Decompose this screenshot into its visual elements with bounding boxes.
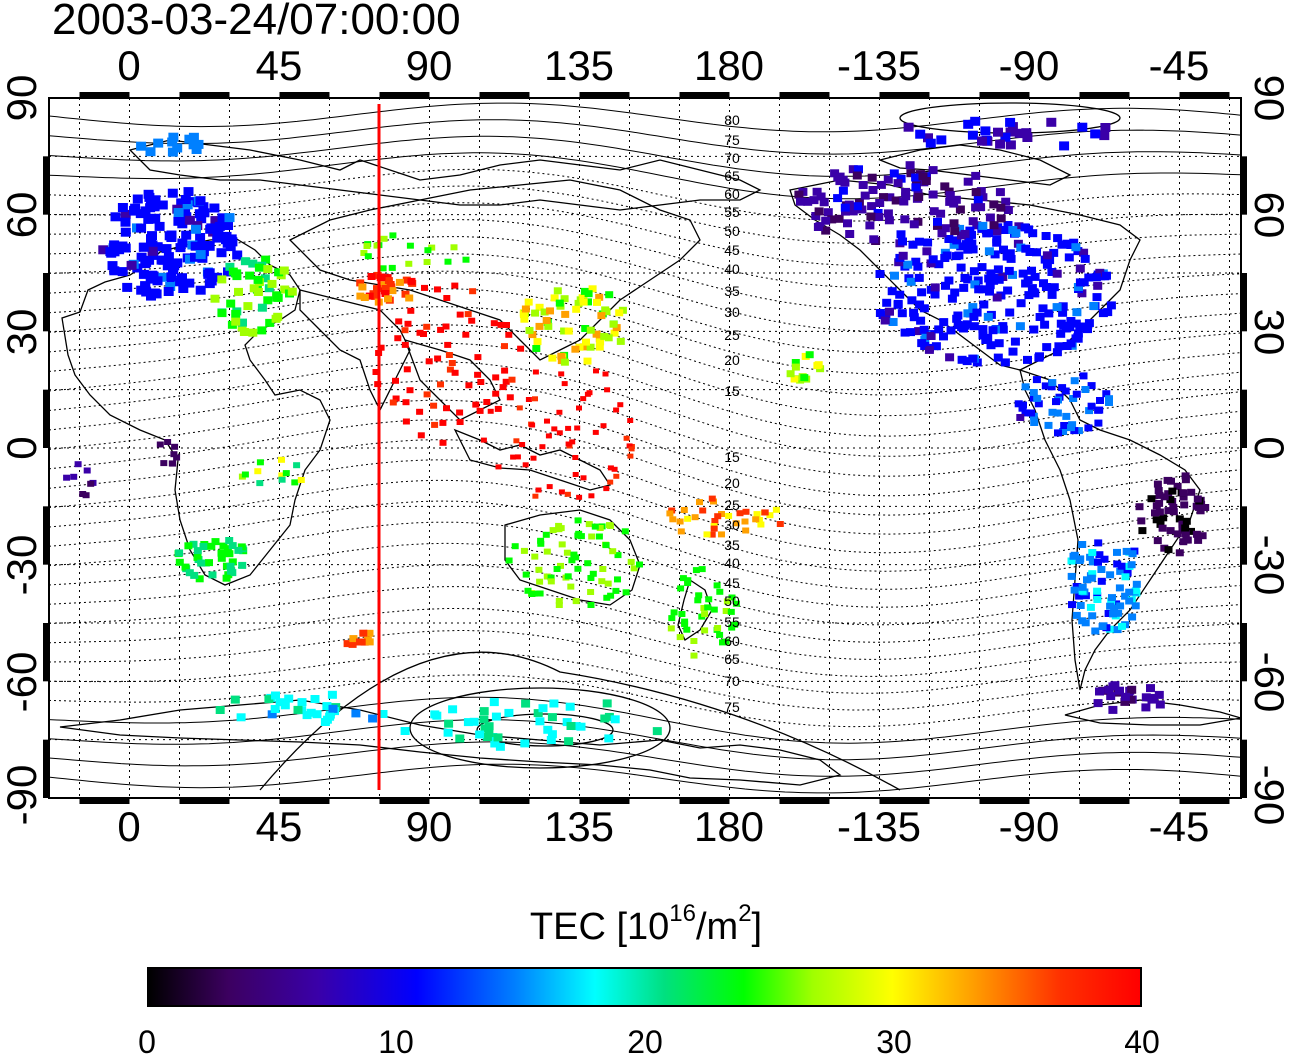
colorbar-tick: 20 [627,1024,663,1060]
right-lat-tick: -30 [1246,534,1292,596]
contour-label: 15 [724,449,740,465]
contour-label: 15 [724,383,740,399]
contour-label: 50 [724,223,740,239]
contour-label: 60 [724,633,740,649]
top-lon-tick: 45 [255,42,303,89]
top-lon-tick: -45 [1148,42,1210,89]
left-lat-tick: -60 [0,651,45,713]
contour-label: 80 [724,112,740,128]
right-lat-tick: 60 [1246,191,1292,239]
contour-label: 70 [724,150,740,166]
bottom-lon-tick: 0 [117,803,141,850]
bottom-lon-tick: 135 [543,803,615,850]
top-lon-tick: 135 [543,42,615,89]
contour-label: 40 [724,555,740,571]
contour-label: 75 [724,132,740,148]
right-lat-tick: -90 [1246,764,1292,826]
colorbar-title: TEC [1016/m2] [529,900,763,949]
contour-label: 75 [724,699,740,715]
contour-label: 70 [724,673,740,689]
bottom-lon-tick: -90 [998,803,1060,850]
left-lat-tick: -30 [0,534,45,596]
contour-label: 35 [724,283,740,299]
colorbar [147,967,1142,1007]
contour-label: 45 [724,575,740,591]
right-lat-tick: 90 [1246,74,1292,122]
left-lat-tick: 90 [0,74,45,122]
coastlines [59,139,1241,786]
colorbar-tick: 0 [138,1024,156,1060]
left-lat-tick: 60 [0,191,45,239]
colorbar-tick: 10 [378,1024,414,1060]
top-lon-tick: 0 [117,42,141,89]
top-lon-tick: -90 [998,42,1060,89]
contour-label: 60 [724,186,740,202]
contour-label: 30 [724,304,740,320]
contour-label: 50 [724,593,740,609]
contour-label: 65 [724,651,740,667]
contour-label: 55 [724,614,740,630]
contour-label: 35 [724,537,740,553]
colorbar-tick: 30 [876,1024,912,1060]
contour-labels: 80 75 70 65 60 55 50 45 40 35 30 25 20 15 15 20 25 30 35 40… [724,112,740,715]
magnetic-latitude-contours [49,102,1241,794]
contour-label: 40 [724,261,740,277]
left-lat-tick: 0 [0,436,45,460]
contour-label: 25 [724,497,740,513]
colorbar-tick: 40 [1124,1024,1160,1060]
right-lat-tick: 0 [1246,436,1292,460]
left-lat-tick: 30 [0,308,45,356]
contour-label: 45 [724,242,740,258]
top-lon-tick: 90 [405,42,453,89]
map-title: 2003-03-24/07:00:00 [52,0,461,44]
top-lon-tick: -135 [836,42,922,89]
right-lat-tick: -60 [1246,651,1292,713]
bottom-lon-tick: 90 [405,803,453,850]
bottom-lon-tick: -45 [1148,803,1210,850]
contour-label: 20 [724,475,740,491]
contour-label: 20 [724,352,740,368]
bottom-lon-tick: 45 [255,803,303,850]
contour-label: 65 [724,168,740,184]
bottom-lon-tick: -135 [836,803,922,850]
contour-label: 55 [724,204,740,220]
contour-label: 30 [724,517,740,533]
frame-tick-bars [43,92,1247,804]
right-lat-tick: 30 [1246,308,1292,356]
bottom-lon-tick: 180 [693,803,765,850]
top-lon-tick: 180 [693,42,765,89]
left-lat-tick: -90 [0,764,45,826]
contour-label: 25 [724,327,740,343]
tec-data-patches [63,116,1210,751]
